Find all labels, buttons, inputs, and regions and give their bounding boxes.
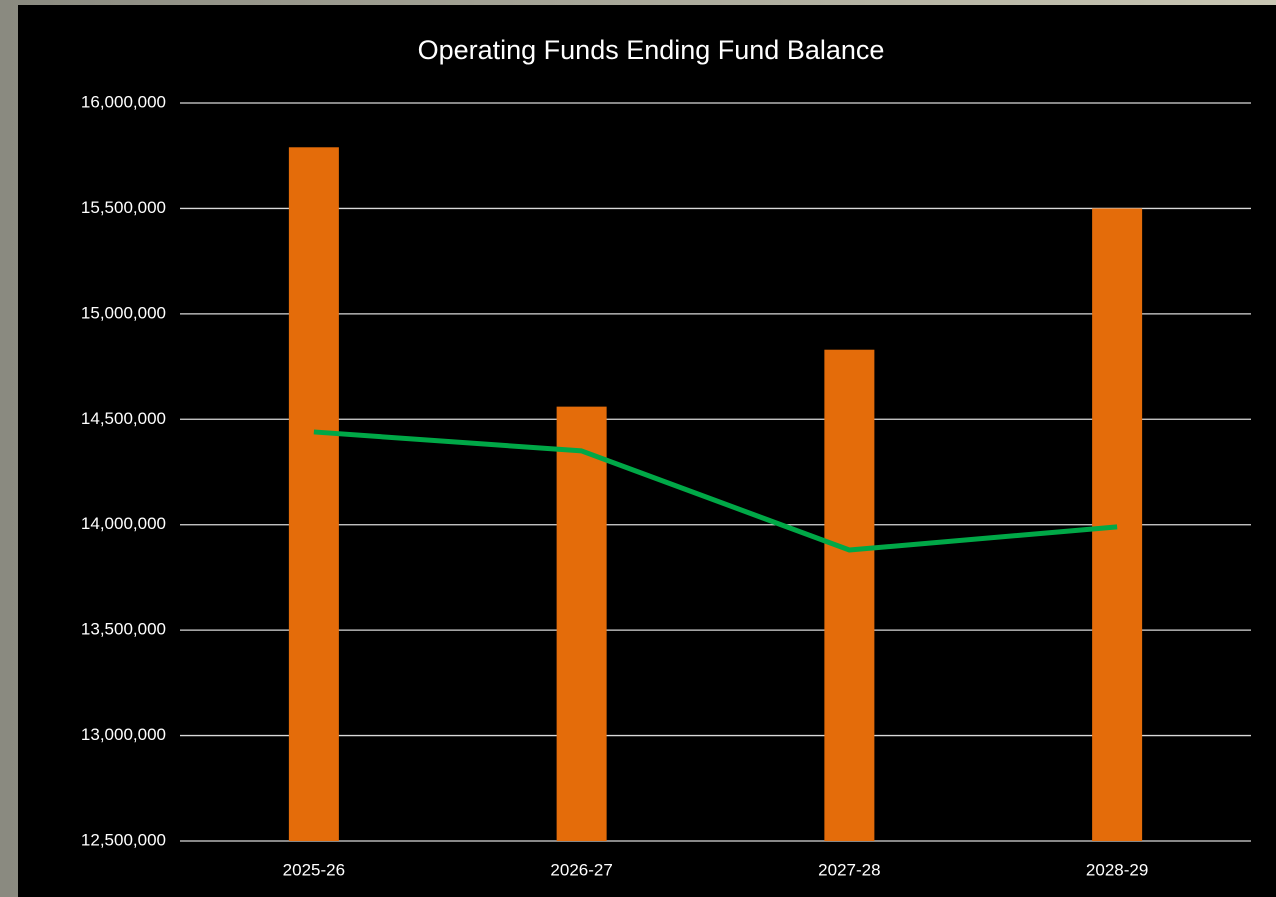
y-tick-label: 15,000,000: [81, 303, 166, 322]
y-tick-label: 14,500,000: [81, 409, 166, 428]
y-tick-label: 13,500,000: [81, 620, 166, 639]
line: [313, 429, 1118, 553]
bar: [288, 147, 339, 841]
chart-background: [18, 5, 1276, 897]
bar: [1092, 208, 1143, 841]
y-tick-label: 14,000,000: [81, 514, 166, 533]
y-tick-label: 13,000,000: [81, 725, 166, 744]
x-tick-label: 2027-28: [818, 860, 880, 879]
x-tick-label: 2026-27: [550, 860, 612, 879]
y-tick-label: 16,000,000: [81, 92, 166, 111]
x-tick-label: 2025-26: [283, 860, 345, 879]
bar: [824, 349, 875, 841]
x-tick-label: 2028-29: [1086, 860, 1148, 879]
bar: [556, 406, 607, 841]
y-tick-label: 12,500,000: [81, 830, 166, 849]
y-tick-label: 15,500,000: [81, 198, 166, 217]
chart-title: Operating Funds Ending Fund Balance: [418, 35, 885, 65]
